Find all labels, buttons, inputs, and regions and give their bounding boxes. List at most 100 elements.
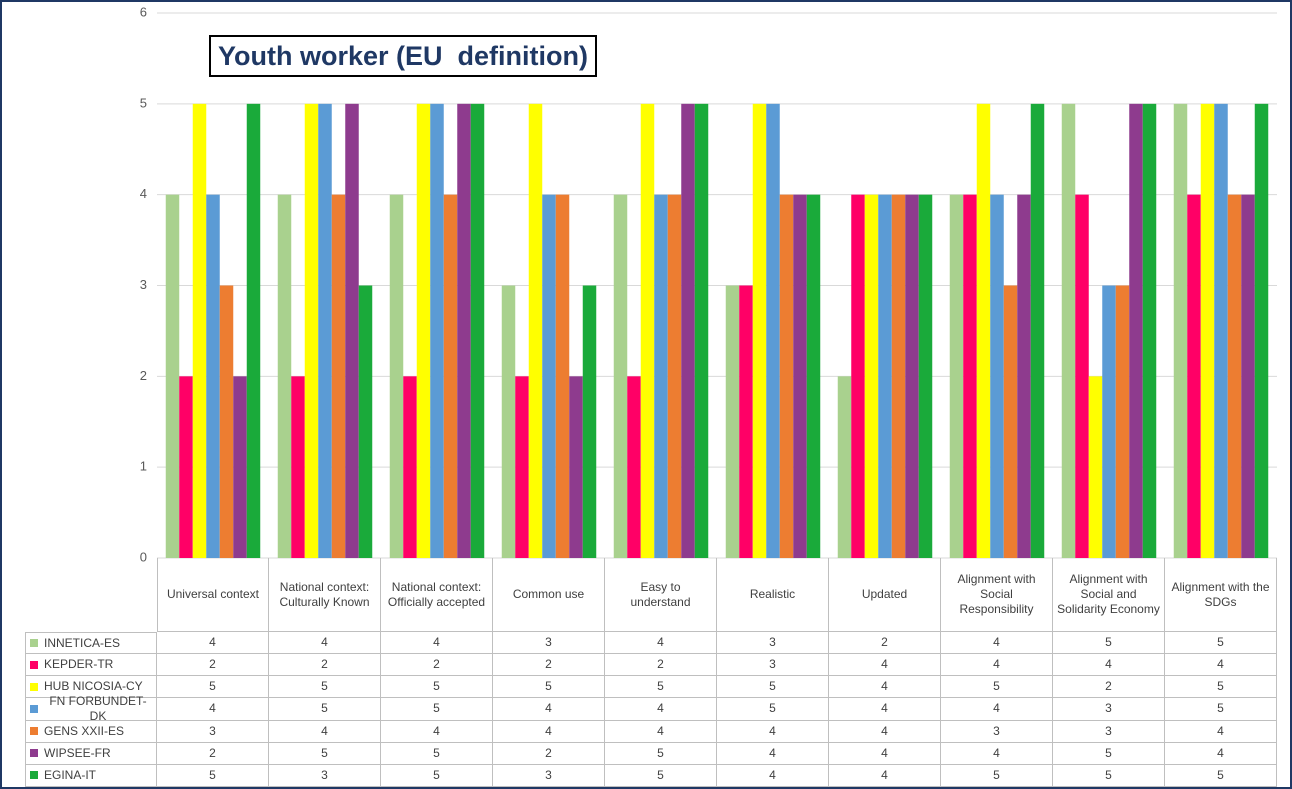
legend-label: WIPSEE-FR bbox=[44, 745, 111, 760]
table-value: 4 bbox=[829, 654, 941, 677]
bar bbox=[233, 376, 247, 558]
table-value: 4 bbox=[1165, 654, 1277, 677]
legend-swatch bbox=[30, 704, 38, 713]
bar bbox=[878, 194, 892, 558]
bar bbox=[331, 194, 346, 558]
legend-label: KEPDER-TR bbox=[44, 657, 114, 672]
table-value: 3 bbox=[269, 764, 381, 787]
bar bbox=[515, 376, 529, 558]
table-value: 5 bbox=[1165, 676, 1277, 699]
bar bbox=[1030, 103, 1045, 558]
bar bbox=[403, 376, 417, 558]
bar bbox=[443, 194, 458, 558]
bar bbox=[569, 376, 583, 558]
category-label: Alignment with Social and Solidarity Eco… bbox=[1053, 558, 1165, 632]
legend-entry: INNETICA-ES bbox=[25, 632, 157, 655]
table-value: 5 bbox=[1053, 742, 1165, 765]
table-value: 4 bbox=[493, 720, 605, 743]
legend-entry: KEPDER-TR bbox=[25, 654, 157, 677]
bar bbox=[192, 103, 207, 558]
table-value: 4 bbox=[941, 698, 1053, 721]
bar bbox=[918, 194, 933, 558]
bar bbox=[963, 194, 977, 558]
table-value: 4 bbox=[941, 654, 1053, 677]
bar bbox=[976, 103, 991, 558]
table-value: 4 bbox=[829, 720, 941, 743]
bar bbox=[291, 376, 305, 558]
table-value: 4 bbox=[605, 698, 717, 721]
table-value: 5 bbox=[717, 698, 829, 721]
table-value: 5 bbox=[157, 676, 269, 699]
bar bbox=[1187, 194, 1201, 558]
legend-label: EGINA-IT bbox=[44, 767, 97, 782]
table-value: 5 bbox=[717, 676, 829, 699]
table-value: 4 bbox=[269, 720, 381, 743]
y-tick-label: 2 bbox=[140, 368, 147, 383]
legend-label: HUB NICOSIA-CY bbox=[44, 679, 143, 694]
y-tick-label: 6 bbox=[140, 4, 147, 19]
category-label: Alignment with the SDGs bbox=[1165, 558, 1277, 632]
table-value: 2 bbox=[829, 632, 941, 655]
table-value: 4 bbox=[829, 676, 941, 699]
table-value: 2 bbox=[381, 654, 493, 677]
table-value: 5 bbox=[1053, 764, 1165, 787]
category-label: Common use bbox=[493, 558, 605, 632]
bar bbox=[1241, 194, 1255, 558]
bar bbox=[905, 194, 919, 558]
bar bbox=[416, 103, 431, 558]
bar bbox=[990, 194, 1004, 558]
bar bbox=[891, 194, 906, 558]
category-label: Alignment with Social Responsibility bbox=[941, 558, 1053, 632]
category-label: Realistic bbox=[717, 558, 829, 632]
bar bbox=[528, 103, 543, 558]
bar bbox=[1214, 103, 1228, 558]
table-value: 5 bbox=[381, 676, 493, 699]
table-value: 4 bbox=[829, 698, 941, 721]
category-label: Updated bbox=[829, 558, 941, 632]
bar bbox=[1142, 103, 1157, 558]
bar bbox=[219, 285, 234, 558]
bar bbox=[430, 103, 444, 558]
legend-label: FN FORBUNDET-DK bbox=[49, 694, 147, 723]
legend-swatch bbox=[30, 727, 38, 736]
table-value: 5 bbox=[1165, 632, 1277, 655]
table-value: 5 bbox=[381, 698, 493, 721]
table-value: 2 bbox=[493, 654, 605, 677]
table-value: 2 bbox=[1053, 676, 1165, 699]
y-tick-label: 5 bbox=[140, 95, 147, 110]
table-value: 2 bbox=[493, 742, 605, 765]
bar bbox=[457, 103, 471, 558]
table-value: 5 bbox=[157, 764, 269, 787]
table-value: 5 bbox=[381, 764, 493, 787]
table-value: 5 bbox=[1053, 632, 1165, 655]
legend-swatch bbox=[30, 771, 38, 780]
table-value: 4 bbox=[1165, 720, 1277, 743]
bar bbox=[1227, 194, 1242, 558]
table-value: 3 bbox=[493, 632, 605, 655]
table-value: 5 bbox=[941, 676, 1053, 699]
table-value: 5 bbox=[1165, 698, 1277, 721]
bar bbox=[1061, 103, 1076, 558]
bar bbox=[1200, 103, 1215, 558]
bar bbox=[542, 194, 556, 558]
table-value: 3 bbox=[717, 632, 829, 655]
bar bbox=[949, 194, 964, 558]
table-value: 5 bbox=[605, 764, 717, 787]
category-label: Easy to understand bbox=[605, 558, 717, 632]
bar bbox=[1102, 285, 1116, 558]
bar bbox=[1254, 103, 1269, 558]
bar bbox=[627, 376, 641, 558]
bar bbox=[694, 103, 709, 558]
bar bbox=[837, 376, 852, 558]
chart-title: Youth worker (EU definition) bbox=[209, 35, 597, 77]
table-value: 2 bbox=[157, 742, 269, 765]
bar bbox=[318, 103, 332, 558]
table-value: 3 bbox=[717, 654, 829, 677]
table-value: 5 bbox=[381, 742, 493, 765]
table-value: 4 bbox=[941, 742, 1053, 765]
bar bbox=[667, 194, 682, 558]
table-value: 4 bbox=[381, 720, 493, 743]
table-value: 2 bbox=[157, 654, 269, 677]
bar bbox=[246, 103, 261, 558]
